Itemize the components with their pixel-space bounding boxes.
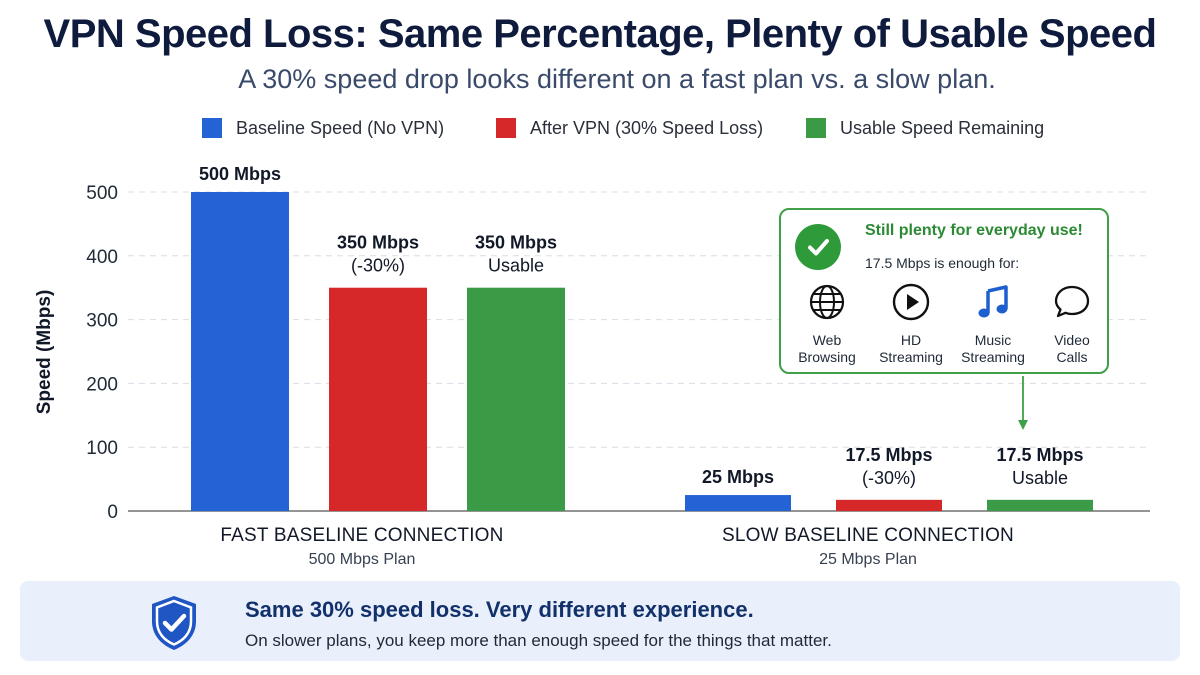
bar-sub-label: (-30%) [351,256,405,276]
bar-value-label: 350 Mbps [337,233,419,253]
bar [191,192,289,511]
y-tick-label: 100 [86,438,118,459]
banner-body: On slower plans, you keep more than enou… [245,631,832,650]
group-subtitle: 500 Mbps Plan [309,551,416,568]
legend-swatch-baseline [202,118,222,138]
everyday-use-callout: Still plenty for everyday use! 17.5 Mbps… [779,208,1109,374]
bar-value-label: 500 Mbps [199,164,281,184]
bar-sub-label: (-30%) [862,468,916,488]
use-web-browsing: Web Browsing [785,282,869,366]
y-axis-label: Speed (Mbps) [34,290,55,415]
y-tick-label: 300 [86,311,118,332]
globe-icon [809,284,845,320]
y-tick-label: 200 [86,374,118,395]
banner-headline: Same 30% speed loss. Very different expe… [245,597,754,622]
bar [685,495,791,511]
legend-label-after-vpn: After VPN (30% Speed Loss) [530,117,764,138]
legend-item-usable: Usable Speed Remaining [806,117,1044,139]
legend-label-baseline: Baseline Speed (No VPN) [236,117,445,138]
bar [987,499,1093,511]
bar-sub-label: Usable [1012,468,1068,488]
legend-label-usable: Usable Speed Remaining [840,117,1045,138]
y-tick-label: 0 [107,502,118,523]
play-icon [892,283,930,321]
legend-swatch-usable [806,118,826,138]
bar-value-label: 17.5 Mbps [845,445,932,465]
use-label: Music Streaming [961,332,1025,365]
use-hd-streaming: HD Streaming [869,282,953,366]
bar-value-label: 350 Mbps [475,233,557,253]
use-label: HD Streaming [879,332,943,365]
music-note-icon [978,285,1008,318]
bar [467,287,565,511]
callout-headline: Still plenty for everyday use! [865,222,1083,239]
bar [836,499,942,511]
group-title: FAST BASELINE CONNECTION [220,525,503,546]
y-tick-label: 400 [86,247,118,268]
use-label: Video Calls [1054,332,1090,365]
legend-swatch-after-vpn [496,118,516,138]
shield-check-icon [152,596,196,650]
legend-item-after-vpn: After VPN (30% Speed Loss) [496,117,763,139]
chat-bubble-icon [1054,285,1090,318]
chart-title: VPN Speed Loss: Same Percentage, Plenty … [43,12,1157,56]
bar-value-label: 17.5 Mbps [996,445,1083,465]
use-label: Web Browsing [798,332,856,365]
legend-item-baseline: Baseline Speed (No VPN) [202,117,444,139]
checkmark-icon [795,224,841,270]
callout-subline: 17.5 Mbps is enough for: [865,255,1020,271]
use-music-streaming: Music Streaming [951,282,1035,366]
y-tick-label: 500 [86,183,118,204]
bar [329,287,427,511]
callout-arrow-head [1018,420,1028,430]
bar-value-label: 25 Mbps [702,467,774,487]
group-title: SLOW BASELINE CONNECTION [722,525,1014,546]
use-video-calls: Video Calls [1030,282,1114,366]
group-subtitle: 25 Mbps Plan [819,551,917,568]
bar-sub-label: Usable [488,256,544,276]
chart-subtitle: A 30% speed drop looks different on a fa… [238,64,996,94]
bar-chart: 0 100 200 300 400 500 Speed (Mbps) 500 Mbps 350 … [34,164,1150,568]
summary-banner: Same 30% speed loss. Very different expe… [20,581,1180,661]
